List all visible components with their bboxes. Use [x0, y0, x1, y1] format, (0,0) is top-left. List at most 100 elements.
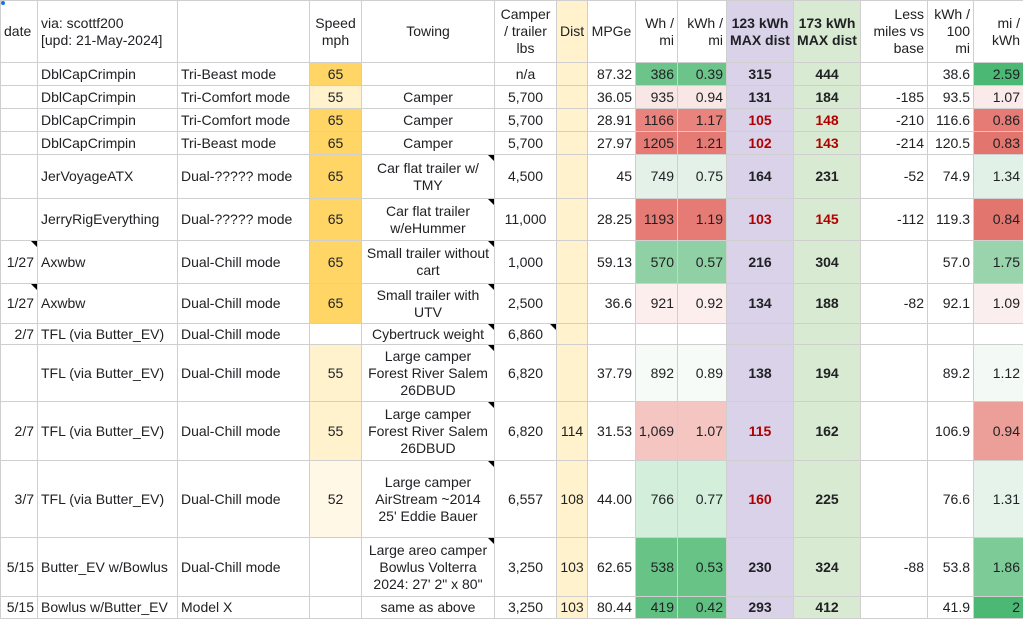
- cell-towing[interactable]: Large camper Forest River Salem 26DBUD: [361, 344, 495, 402]
- cell-kwh-100[interactable]: 92.1: [927, 283, 974, 324]
- cell-max-173[interactable]: 225: [793, 460, 861, 538]
- cell-who[interactable]: Bowlus w/Butter_EV: [37, 596, 178, 619]
- cell-who[interactable]: Butter_EV w/Bowlus: [37, 537, 178, 597]
- cell-who[interactable]: DblCapCrimpin: [37, 131, 178, 155]
- cell-date[interactable]: [0, 154, 38, 199]
- cell-mpge[interactable]: 28.25: [587, 198, 636, 241]
- cell-speed[interactable]: 52: [309, 460, 362, 538]
- cell-mode[interactable]: Tri-Beast mode: [177, 62, 310, 86]
- cell-max-173[interactable]: 145: [793, 198, 861, 241]
- cell-kwh-100[interactable]: 57.0: [927, 240, 974, 284]
- cell-kwh-mi[interactable]: 0.42: [677, 596, 727, 619]
- cell-mi-kwh[interactable]: 1.34: [973, 154, 1023, 199]
- cell-wh-mi[interactable]: 538: [635, 537, 678, 597]
- header-mi-kwh[interactable]: mi / kWh: [973, 0, 1023, 63]
- cell-towing[interactable]: Large camper AirStream ~2014 25' Eddie B…: [361, 460, 495, 538]
- cell-who[interactable]: Axwbw: [37, 240, 178, 284]
- cell-dist[interactable]: 103: [556, 596, 588, 619]
- cell-camper-lbs[interactable]: 6,820: [494, 401, 557, 461]
- cell-max-123[interactable]: 115: [726, 401, 794, 461]
- cell-max-123[interactable]: 293: [726, 596, 794, 619]
- cell-max-173[interactable]: 304: [793, 240, 861, 284]
- cell-max-173[interactable]: 148: [793, 108, 861, 132]
- cell-kwh-100[interactable]: 106.9: [927, 401, 974, 461]
- header-dist[interactable]: Dist: [556, 0, 588, 63]
- cell-towing[interactable]: Cybertruck weight: [361, 323, 495, 345]
- cell-wh-mi[interactable]: 1,069: [635, 401, 678, 461]
- cell-max-123[interactable]: 103: [726, 198, 794, 241]
- cell-max-123[interactable]: 315: [726, 62, 794, 86]
- cell-wh-mi[interactable]: [635, 323, 678, 345]
- cell-camper-lbs[interactable]: 4,500: [494, 154, 557, 199]
- cell-mi-kwh[interactable]: 0.83: [973, 131, 1023, 155]
- header-date[interactable]: date: [0, 0, 38, 63]
- cell-towing[interactable]: Small trailer without cart: [361, 240, 495, 284]
- cell-mode[interactable]: Dual-Chill mode: [177, 460, 310, 538]
- cell-speed[interactable]: [309, 537, 362, 597]
- cell-kwh-100[interactable]: 120.5: [927, 131, 974, 155]
- cell-towing[interactable]: Camper: [361, 108, 495, 132]
- cell-camper-lbs[interactable]: 3,250: [494, 537, 557, 597]
- cell-who[interactable]: DblCapCrimpin: [37, 62, 178, 86]
- cell-towing[interactable]: Car flat trailer w/eHummer: [361, 198, 495, 241]
- cell-kwh-100[interactable]: 89.2: [927, 344, 974, 402]
- cell-dist[interactable]: [556, 344, 588, 402]
- cell-mpge[interactable]: 59.13: [587, 240, 636, 284]
- cell-wh-mi[interactable]: 1205: [635, 131, 678, 155]
- header-mpge[interactable]: MPGe: [587, 0, 636, 63]
- cell-max-173[interactable]: 231: [793, 154, 861, 199]
- cell-mi-kwh[interactable]: 2: [973, 596, 1023, 619]
- cell-mi-kwh[interactable]: 0.84: [973, 198, 1023, 241]
- cell-kwh-100[interactable]: 38.6: [927, 62, 974, 86]
- cell-max-123[interactable]: 105: [726, 108, 794, 132]
- cell-who[interactable]: JerryRigEverything: [37, 198, 178, 241]
- cell-camper-lbs[interactable]: 6,820: [494, 344, 557, 402]
- cell-kwh-100[interactable]: 74.9: [927, 154, 974, 199]
- cell-less-miles[interactable]: [860, 344, 928, 402]
- cell-max-123[interactable]: 102: [726, 131, 794, 155]
- cell-camper-lbs[interactable]: 11,000: [494, 198, 557, 241]
- cell-less-miles[interactable]: -82: [860, 283, 928, 324]
- cell-date[interactable]: 2/7: [0, 323, 38, 345]
- cell-dist[interactable]: [556, 323, 588, 345]
- cell-less-miles[interactable]: -185: [860, 85, 928, 109]
- header-source[interactable]: via: scottf200 [upd: 21-May-2024]: [37, 0, 178, 63]
- cell-dist[interactable]: [556, 62, 588, 86]
- cell-date[interactable]: [0, 62, 38, 86]
- cell-who[interactable]: TFL (via Butter_EV): [37, 344, 178, 402]
- cell-kwh-100[interactable]: 119.3: [927, 198, 974, 241]
- cell-camper-lbs[interactable]: 6,860: [494, 323, 557, 345]
- cell-speed[interactable]: [309, 596, 362, 619]
- cell-kwh-100[interactable]: 93.5: [927, 85, 974, 109]
- cell-less-miles[interactable]: [860, 460, 928, 538]
- cell-max-123[interactable]: 138: [726, 344, 794, 402]
- cell-towing[interactable]: Large camper Forest River Salem 26DBUD: [361, 401, 495, 461]
- cell-kwh-mi[interactable]: 0.57: [677, 240, 727, 284]
- cell-dist[interactable]: [556, 85, 588, 109]
- cell-who[interactable]: TFL (via Butter_EV): [37, 323, 178, 345]
- header-kwh-100[interactable]: kWh / 100 mi: [927, 0, 974, 63]
- cell-mode[interactable]: Dual-Chill mode: [177, 344, 310, 402]
- cell-dist[interactable]: [556, 154, 588, 199]
- cell-mpge[interactable]: 80.44: [587, 596, 636, 619]
- cell-dist[interactable]: [556, 240, 588, 284]
- cell-mode[interactable]: Dual-Chill mode: [177, 240, 310, 284]
- cell-mode[interactable]: Tri-Beast mode: [177, 131, 310, 155]
- cell-wh-mi[interactable]: 935: [635, 85, 678, 109]
- cell-date[interactable]: 1/27: [0, 240, 38, 284]
- cell-mi-kwh[interactable]: 1.07: [973, 85, 1023, 109]
- cell-towing[interactable]: same as above: [361, 596, 495, 619]
- cell-date[interactable]: 2/7: [0, 401, 38, 461]
- cell-speed[interactable]: 55: [309, 401, 362, 461]
- cell-less-miles[interactable]: -214: [860, 131, 928, 155]
- cell-mpge[interactable]: 27.97: [587, 131, 636, 155]
- cell-kwh-100[interactable]: 76.6: [927, 460, 974, 538]
- cell-less-miles[interactable]: -112: [860, 198, 928, 241]
- cell-camper-lbs[interactable]: 5,700: [494, 85, 557, 109]
- cell-max-123[interactable]: 131: [726, 85, 794, 109]
- cell-towing[interactable]: [361, 62, 495, 86]
- cell-speed[interactable]: 55: [309, 344, 362, 402]
- cell-less-miles[interactable]: [860, 401, 928, 461]
- cell-kwh-mi[interactable]: 1.07: [677, 401, 727, 461]
- cell-max-123[interactable]: 160: [726, 460, 794, 538]
